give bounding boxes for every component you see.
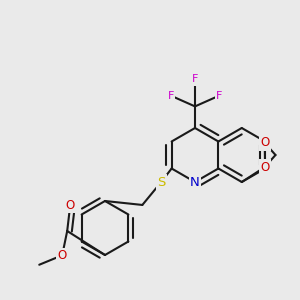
Text: O: O [58,249,67,262]
Text: O: O [260,161,269,174]
Text: S: S [157,176,165,188]
Text: F: F [192,74,198,84]
Text: F: F [167,91,174,100]
Text: O: O [66,199,75,212]
Text: F: F [216,91,223,100]
Text: O: O [260,136,269,149]
Text: N: N [190,176,200,188]
